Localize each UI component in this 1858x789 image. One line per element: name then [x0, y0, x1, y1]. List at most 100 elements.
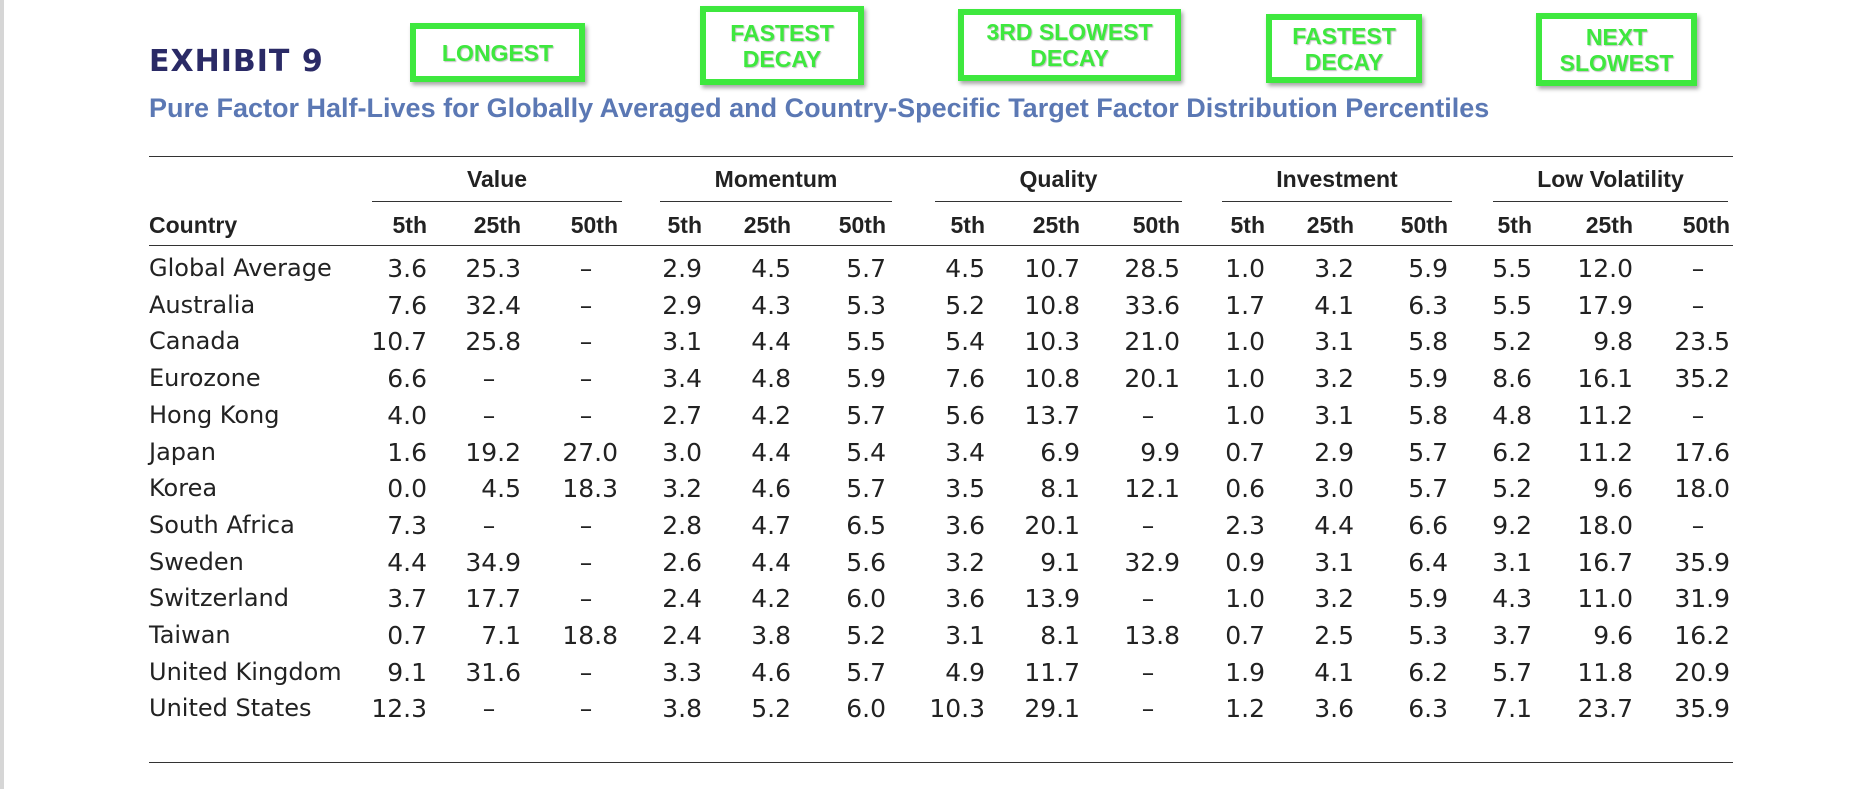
table-cell: 35.9: [1674, 547, 1730, 577]
percentile-column-header: 50th: [1682, 212, 1730, 238]
table-cell: 5.9: [1408, 364, 1448, 394]
table-cell: 17.6: [1674, 437, 1730, 467]
table-cell: 11.0: [1577, 584, 1633, 614]
table-cell: 4.4: [751, 547, 791, 577]
table-cell: 3.1: [1314, 327, 1354, 357]
table-cell: 2.9: [662, 290, 702, 320]
percentile-column-header: 25th: [1585, 212, 1633, 238]
table-cell: 4.6: [751, 657, 791, 687]
exhibit-title: Pure Factor Half-Lives for Globally Aver…: [149, 93, 1490, 123]
table-cell: –: [1141, 657, 1155, 687]
percentile-column-header: 5th: [667, 212, 703, 238]
table-cell: 9.1: [387, 657, 427, 687]
table-cell: 19.2: [465, 437, 521, 467]
table-cell: –: [579, 327, 593, 357]
table-cell: 2.6: [662, 547, 702, 577]
table-cell: 4.5: [481, 474, 521, 504]
table-cell: 11.7: [1024, 657, 1080, 687]
table-cell: 5.2: [751, 694, 791, 724]
table-cell: 7.6: [387, 290, 427, 320]
table-cell: 4.2: [751, 584, 791, 614]
group-header: Investment: [1222, 166, 1452, 202]
table-cell: –: [1141, 510, 1155, 540]
table-cell: 2.7: [662, 400, 702, 430]
table-cell: 11.8: [1577, 657, 1633, 687]
table-cell: 16.7: [1577, 547, 1633, 577]
table-cell: 2.8: [662, 510, 702, 540]
table-cell: 0.0: [387, 474, 427, 504]
table-cell: 4.5: [945, 254, 985, 283]
table-cell: 3.4: [945, 437, 985, 467]
table-cell: 20.1: [1024, 510, 1080, 540]
table-cell: –: [1141, 584, 1155, 614]
table-cell: 31.6: [465, 657, 521, 687]
table-cell: 3.5: [945, 474, 985, 504]
table-cell: 1.0: [1225, 327, 1265, 357]
table-cell: 9.2: [1492, 510, 1532, 540]
table-cell: –: [1691, 400, 1705, 430]
table-cell: 5.4: [945, 327, 985, 357]
table-cell: 7.1: [481, 621, 521, 650]
table-cell: 5.5: [1492, 254, 1532, 283]
table-cell: 5.4: [846, 437, 886, 467]
table-cell: 3.1: [662, 327, 702, 357]
annotation-line: LONGEST: [441, 39, 554, 66]
table-cell: 9.8: [1593, 327, 1633, 357]
table-cell: 5.8: [1408, 327, 1448, 357]
table-cell: 4.4: [751, 437, 791, 467]
table-cell: 0.6: [1225, 474, 1265, 504]
table-cell: 27.0: [562, 437, 618, 467]
country-cell: United Kingdom: [149, 657, 342, 686]
table-cell: 5.8: [1408, 400, 1448, 430]
table-cell: 0.7: [1225, 437, 1265, 467]
table-cell: 5.7: [846, 400, 886, 430]
annotation-line: DECAY: [1030, 45, 1109, 71]
table-cell: 8.6: [1492, 364, 1532, 394]
annotation-line: NEXT: [1585, 23, 1648, 50]
table-cell: 9.1: [1040, 547, 1080, 577]
table-cell: 8.1: [1040, 621, 1080, 650]
annotation-line: FASTEST: [1292, 22, 1396, 49]
table-cell: 5.7: [846, 474, 886, 504]
percentile-column-header: 25th: [1032, 212, 1080, 238]
table-cell: 1.2: [1225, 694, 1265, 724]
annotation-next-slowest: NEXT SLOWEST: [1536, 13, 1697, 86]
table-cell: 3.6: [945, 510, 985, 540]
percentile-column-header: 50th: [570, 212, 618, 238]
table-cell: 6.0: [846, 694, 886, 724]
table-cell: 1.7: [1225, 290, 1265, 320]
annotation-line: DECAY: [1304, 48, 1384, 75]
table-cell: 10.3: [929, 694, 985, 724]
table-cell: 9.6: [1593, 621, 1633, 650]
table-cell: 1.0: [1225, 364, 1265, 394]
table-header-rule: [149, 245, 1733, 246]
table-cell: 32.4: [465, 290, 521, 320]
percentile-column-header: 50th: [1400, 212, 1448, 238]
table-cell: 23.7: [1577, 694, 1633, 724]
table-cell: 1.6: [387, 437, 427, 467]
country-cell: Global Average: [149, 254, 332, 282]
table-cell: 18.8: [562, 621, 618, 650]
table-cell: 5.6: [846, 547, 886, 577]
table-cell: 28.5: [1124, 254, 1180, 283]
table-cell: 13.7: [1024, 400, 1080, 430]
annotation-fastest-decay-investment: FASTEST DECAY: [1266, 14, 1422, 83]
table-cell: 6.2: [1408, 657, 1448, 687]
table-cell: 6.3: [1408, 290, 1448, 320]
table-cell: –: [482, 694, 496, 724]
table-cell: 5.7: [846, 254, 886, 283]
table-cell: 5.2: [846, 621, 886, 650]
table-cell: 6.6: [387, 364, 427, 394]
table-cell: 16.2: [1674, 621, 1730, 650]
table-cell: –: [1141, 400, 1155, 430]
annotation-fastest-decay-momentum: FASTEST DECAY: [700, 6, 864, 85]
table-cell: 10.8: [1024, 290, 1080, 320]
table-cell: 3.6: [945, 584, 985, 614]
table-cell: 3.4: [662, 364, 702, 394]
table-cell: 6.4: [1408, 547, 1448, 577]
table-cell: 7.1: [1492, 694, 1532, 724]
table-cell: 1.0: [1225, 254, 1265, 283]
table-cell: 7.6: [945, 364, 985, 394]
table-cell: 4.4: [751, 327, 791, 357]
table-cell: 3.2: [1314, 254, 1354, 283]
